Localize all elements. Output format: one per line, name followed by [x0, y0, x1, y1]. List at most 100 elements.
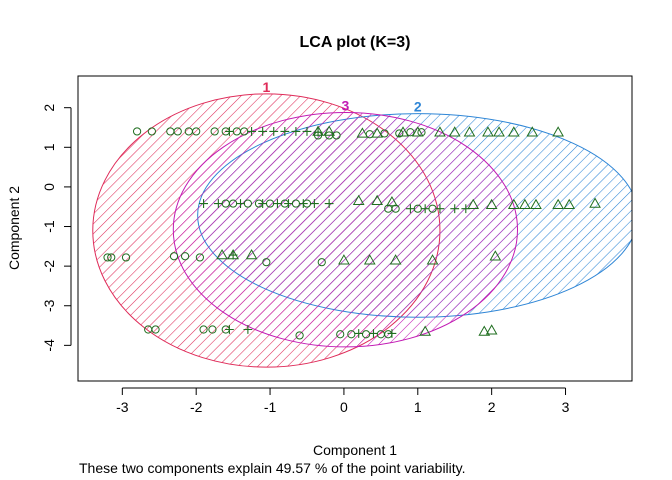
data-point-triangle — [397, 126, 409, 137]
data-point-circle — [406, 128, 415, 137]
data-point-circle — [395, 129, 404, 138]
data-point-circle — [295, 331, 304, 340]
y-tick-label: -1 — [41, 220, 57, 233]
x-tick-label: -3 — [116, 399, 129, 415]
cluster-ellipse-3 — [172, 111, 519, 348]
data-point-plus — [225, 325, 234, 334]
data-point-plus — [273, 199, 282, 208]
data-point-triangle — [478, 325, 491, 336]
data-point-triangle — [485, 198, 498, 209]
data-point-circle — [103, 253, 112, 262]
data-point-triangle — [448, 126, 461, 137]
data-point-triangle — [482, 126, 494, 137]
data-point-circle — [181, 252, 190, 261]
data-point-plus — [309, 199, 319, 208]
data-point-triangle — [530, 198, 542, 209]
data-point-circle — [199, 325, 208, 334]
chart-title: LCA plot (K=3) — [300, 34, 411, 51]
data-point-circle — [317, 258, 326, 267]
data-point-circle — [173, 127, 182, 136]
data-point-triangle — [312, 125, 324, 136]
data-point-triangle — [323, 125, 336, 136]
y-axis: -4 -3 -2 -1 0 1 2 — [41, 104, 72, 352]
data-point-circle — [336, 330, 345, 339]
data-point-circle — [169, 252, 179, 261]
x-tick-label: -1 — [264, 399, 277, 415]
data-point-triangle — [419, 325, 432, 336]
data-point-circle — [262, 258, 271, 267]
data-point-triangle — [338, 254, 350, 265]
x-tick-label: 2 — [488, 399, 496, 415]
data-point-triangle — [493, 126, 505, 137]
data-point-triangle — [371, 127, 384, 138]
data-point-circle — [192, 127, 201, 136]
data-point-plus — [213, 199, 223, 208]
data-point-plus — [302, 127, 312, 136]
data-point-circle — [347, 330, 356, 339]
data-point-plus — [269, 127, 279, 136]
data-point-plus — [258, 199, 268, 208]
data-point-plus — [236, 199, 245, 208]
data-point-triangle — [552, 198, 564, 209]
data-point-triangle — [507, 198, 520, 209]
data-point-triangle — [245, 249, 258, 260]
data-point-plus — [199, 199, 208, 208]
x-tick-label: 1 — [414, 399, 422, 415]
data-point-plus — [406, 204, 415, 214]
data-point-triangle — [352, 194, 365, 206]
y-tick-label: -2 — [41, 260, 57, 273]
data-points — [103, 125, 601, 340]
data-point-circle — [195, 253, 204, 262]
y-tick-label: 0 — [41, 183, 57, 191]
x-tick-label: -2 — [190, 399, 203, 415]
data-point-plus — [225, 127, 234, 136]
x-axis-label: Component 1 — [313, 442, 397, 458]
x-tick-label: 3 — [562, 399, 570, 415]
data-point-plus — [243, 325, 253, 334]
y-tick-label: 2 — [41, 104, 57, 112]
data-point-plus — [247, 127, 256, 136]
data-point-plus — [280, 127, 290, 136]
y-axis-label: Component 2 — [6, 186, 22, 270]
data-point-circle — [132, 127, 142, 136]
plot-frame — [77, 75, 633, 382]
cluster-label-1: 1 — [262, 79, 270, 95]
data-point-triangle — [519, 198, 531, 209]
cluster-label-2: 2 — [414, 99, 422, 115]
data-point-circle — [380, 129, 389, 138]
data-point-plus — [435, 204, 445, 214]
data-point-plus — [284, 199, 293, 208]
x-axis: -3 -2 -1 0 1 2 3 — [116, 387, 570, 415]
data-point-triangle — [411, 126, 424, 137]
variability-caption: These two components explain 49.57 % of … — [79, 460, 466, 476]
data-point-plus — [298, 199, 308, 208]
y-tick-label: 1 — [41, 143, 57, 151]
data-point-triangle — [227, 249, 239, 260]
data-point-triangle — [356, 127, 369, 138]
data-point-triangle — [386, 195, 398, 207]
data-point-plus — [369, 329, 378, 338]
x-tick-label: 0 — [340, 399, 348, 415]
data-point-plus — [354, 329, 364, 338]
data-point-triangle — [389, 254, 402, 265]
data-point-triangle — [589, 197, 601, 208]
data-point-triangle — [526, 126, 539, 137]
cluster-label-3: 3 — [341, 97, 349, 113]
y-tick-label: -4 — [41, 339, 57, 352]
data-point-plus — [420, 204, 430, 214]
cluster-ellipses — [92, 93, 632, 368]
data-point-circle — [391, 204, 400, 213]
data-point-circle — [208, 325, 217, 334]
data-point-triangle — [507, 126, 520, 137]
data-point-triangle — [489, 250, 502, 261]
data-point-plus — [450, 204, 460, 214]
data-point-triangle — [426, 254, 439, 265]
data-point-plus — [258, 127, 268, 136]
data-point-triangle — [552, 126, 564, 137]
data-point-plus — [324, 199, 334, 208]
data-point-circle — [147, 127, 156, 136]
data-point-triangle — [485, 324, 498, 335]
data-point-circle — [361, 330, 371, 339]
data-point-triangle — [363, 254, 376, 265]
